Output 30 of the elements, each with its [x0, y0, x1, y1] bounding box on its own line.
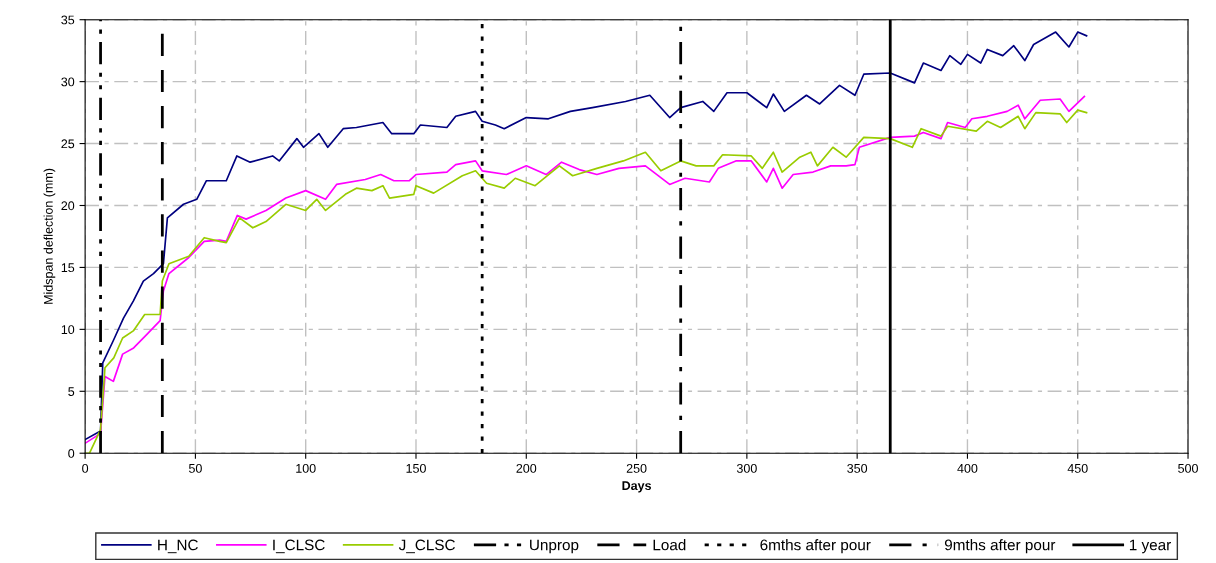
y-tick-label: 30 — [61, 77, 75, 87]
y-tick-label: 5 — [68, 387, 75, 396]
legend-label: I_CLSC — [273, 539, 325, 554]
x-tick-label: 500 — [1178, 463, 1198, 473]
y-tick-label: 15 — [61, 263, 75, 273]
x-tick-label: 200 — [516, 463, 537, 473]
y-tick-label: 25 — [61, 139, 75, 149]
legend-label: J_CLSC — [398, 539, 455, 554]
x-tick-label: 350 — [847, 463, 868, 473]
x-tick-label: 0 — [82, 463, 89, 473]
x-tick-label: 250 — [626, 463, 647, 473]
y-tick-label: 35 — [61, 15, 75, 25]
y-tick-label: 20 — [61, 201, 75, 211]
x-tick-label: 50 — [188, 463, 202, 473]
legend-label: Unprop — [530, 539, 579, 554]
legend-label: 1 year — [1129, 539, 1171, 554]
y-axis-title: Midspan deflection (mm) — [43, 168, 56, 304]
x-tick-label: 150 — [406, 463, 426, 473]
x-tick-label: 300 — [736, 463, 757, 473]
y-tick-label: 0 — [68, 449, 75, 458]
y-tick-label: 10 — [61, 325, 75, 335]
legend-label: H_NC — [158, 539, 198, 554]
legend-label: 9mths after pour — [944, 539, 1056, 554]
line-series — [85, 31, 1088, 441]
x-tick-label: 100 — [296, 463, 316, 473]
legend-label: 6mths after pour — [760, 539, 871, 554]
x-tick-label: 450 — [1067, 463, 1088, 473]
legend-label: Load — [653, 539, 686, 551]
x-axis-title: Days — [622, 481, 652, 493]
x-tick-label: 400 — [957, 463, 978, 473]
